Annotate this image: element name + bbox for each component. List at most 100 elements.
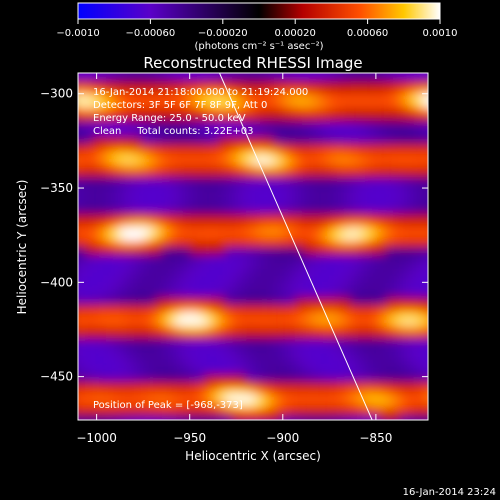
heatmap-cell — [316, 304, 324, 312]
heatmap-cell — [197, 73, 205, 81]
heatmap-cell — [274, 248, 282, 256]
heatmap-cell — [330, 157, 338, 165]
heatmap-cell — [148, 388, 156, 396]
heatmap-cell — [155, 164, 163, 172]
heatmap-cell — [330, 94, 338, 102]
heatmap-cell — [148, 115, 156, 123]
heatmap-cell — [211, 311, 219, 319]
heatmap-cell — [407, 164, 415, 172]
heatmap-cell — [407, 318, 415, 326]
heatmap-cell — [169, 304, 177, 312]
heatmap-cell — [414, 234, 422, 242]
heatmap-cell — [204, 220, 212, 228]
heatmap-cell — [190, 150, 198, 158]
heatmap-cell — [386, 339, 394, 347]
heatmap-cell — [113, 115, 121, 123]
heatmap-cell — [421, 94, 428, 102]
heatmap-cell — [393, 248, 401, 256]
heatmap-cell — [218, 129, 226, 137]
heatmap-cell — [428, 171, 436, 179]
heatmap-cell — [155, 115, 163, 123]
heatmap-cell — [316, 122, 324, 130]
heatmap-cell — [379, 157, 387, 165]
heatmap-cell — [204, 227, 212, 235]
heatmap-cell — [141, 192, 149, 200]
heatmap-cell — [78, 269, 86, 277]
heatmap-cell — [183, 269, 191, 277]
heatmap-cell — [204, 129, 212, 137]
heatmap-cell — [92, 220, 100, 228]
heatmap-cell — [309, 416, 317, 420]
heatmap-cell — [344, 402, 352, 410]
heatmap-cell — [302, 416, 310, 420]
heatmap-cell — [302, 255, 310, 263]
heatmap-cell — [183, 73, 191, 81]
heatmap-cell — [239, 241, 247, 249]
heatmap-cell — [309, 367, 317, 375]
heatmap-cell — [204, 241, 212, 249]
heatmap-cell — [344, 185, 352, 193]
heatmap-cell — [78, 283, 86, 291]
heatmap-cell — [183, 395, 191, 403]
heatmap-cell — [127, 332, 135, 340]
heatmap-cell — [337, 304, 345, 312]
heatmap-cell — [421, 262, 428, 270]
heatmap-cell — [218, 220, 226, 228]
heatmap-cell — [379, 80, 387, 88]
heatmap-cell — [295, 122, 303, 130]
heatmap-cell — [176, 276, 184, 284]
heatmap-cell — [211, 255, 219, 263]
heatmap-cell — [183, 94, 191, 102]
heatmap-cell — [421, 423, 429, 431]
heatmap-cell — [260, 318, 268, 326]
heatmap-cell — [225, 129, 233, 137]
heatmap-cell — [365, 108, 373, 116]
heatmap-cell — [120, 178, 128, 186]
heatmap-cell — [414, 311, 422, 319]
heatmap-cell — [120, 129, 128, 137]
heatmap-cell — [85, 367, 93, 375]
heatmap-cell — [330, 325, 338, 333]
heatmap-cell — [148, 80, 156, 88]
heatmap-cell — [267, 164, 275, 172]
heatmap-cell — [365, 325, 373, 333]
heatmap-cell — [323, 409, 331, 417]
heatmap-cell — [148, 290, 156, 298]
heatmap-cell — [162, 206, 170, 214]
heatmap-cell — [421, 339, 428, 347]
heatmap-cell — [281, 346, 289, 354]
heatmap-cell — [232, 374, 240, 382]
heatmap-cell — [253, 213, 261, 221]
heatmap-cell — [218, 178, 226, 186]
heatmap-cell — [232, 346, 240, 354]
heatmap-cell — [183, 185, 191, 193]
heatmap-cell — [148, 416, 156, 420]
heatmap-cell — [323, 157, 331, 165]
heatmap-cell — [190, 269, 198, 277]
heatmap-cell — [281, 115, 289, 123]
heatmap-cell — [106, 101, 114, 109]
heatmap-cell — [204, 353, 212, 361]
heatmap-cell — [106, 353, 114, 361]
heatmap-cell — [351, 276, 359, 284]
heatmap-cell — [393, 360, 401, 368]
heatmap-cell — [428, 115, 436, 123]
heatmap-cell — [358, 416, 366, 420]
heatmap-cell — [141, 115, 149, 123]
heatmap-cell — [358, 80, 366, 88]
heatmap-cell — [246, 227, 254, 235]
heatmap-cell — [295, 241, 303, 249]
heatmap-cell — [372, 164, 380, 172]
heatmap-cell — [267, 87, 275, 95]
heatmap-cell — [386, 290, 394, 298]
heatmap-cell — [253, 227, 261, 235]
heatmap-cell — [330, 374, 338, 382]
heatmap-cell — [183, 241, 191, 249]
heatmap-cell — [232, 150, 240, 158]
heatmap-cell — [372, 311, 380, 319]
heatmap-cell — [351, 353, 359, 361]
heatmap-cell — [162, 94, 170, 102]
colorbar — [78, 3, 440, 19]
heatmap-cell — [337, 136, 345, 144]
heatmap-cell — [246, 423, 254, 431]
